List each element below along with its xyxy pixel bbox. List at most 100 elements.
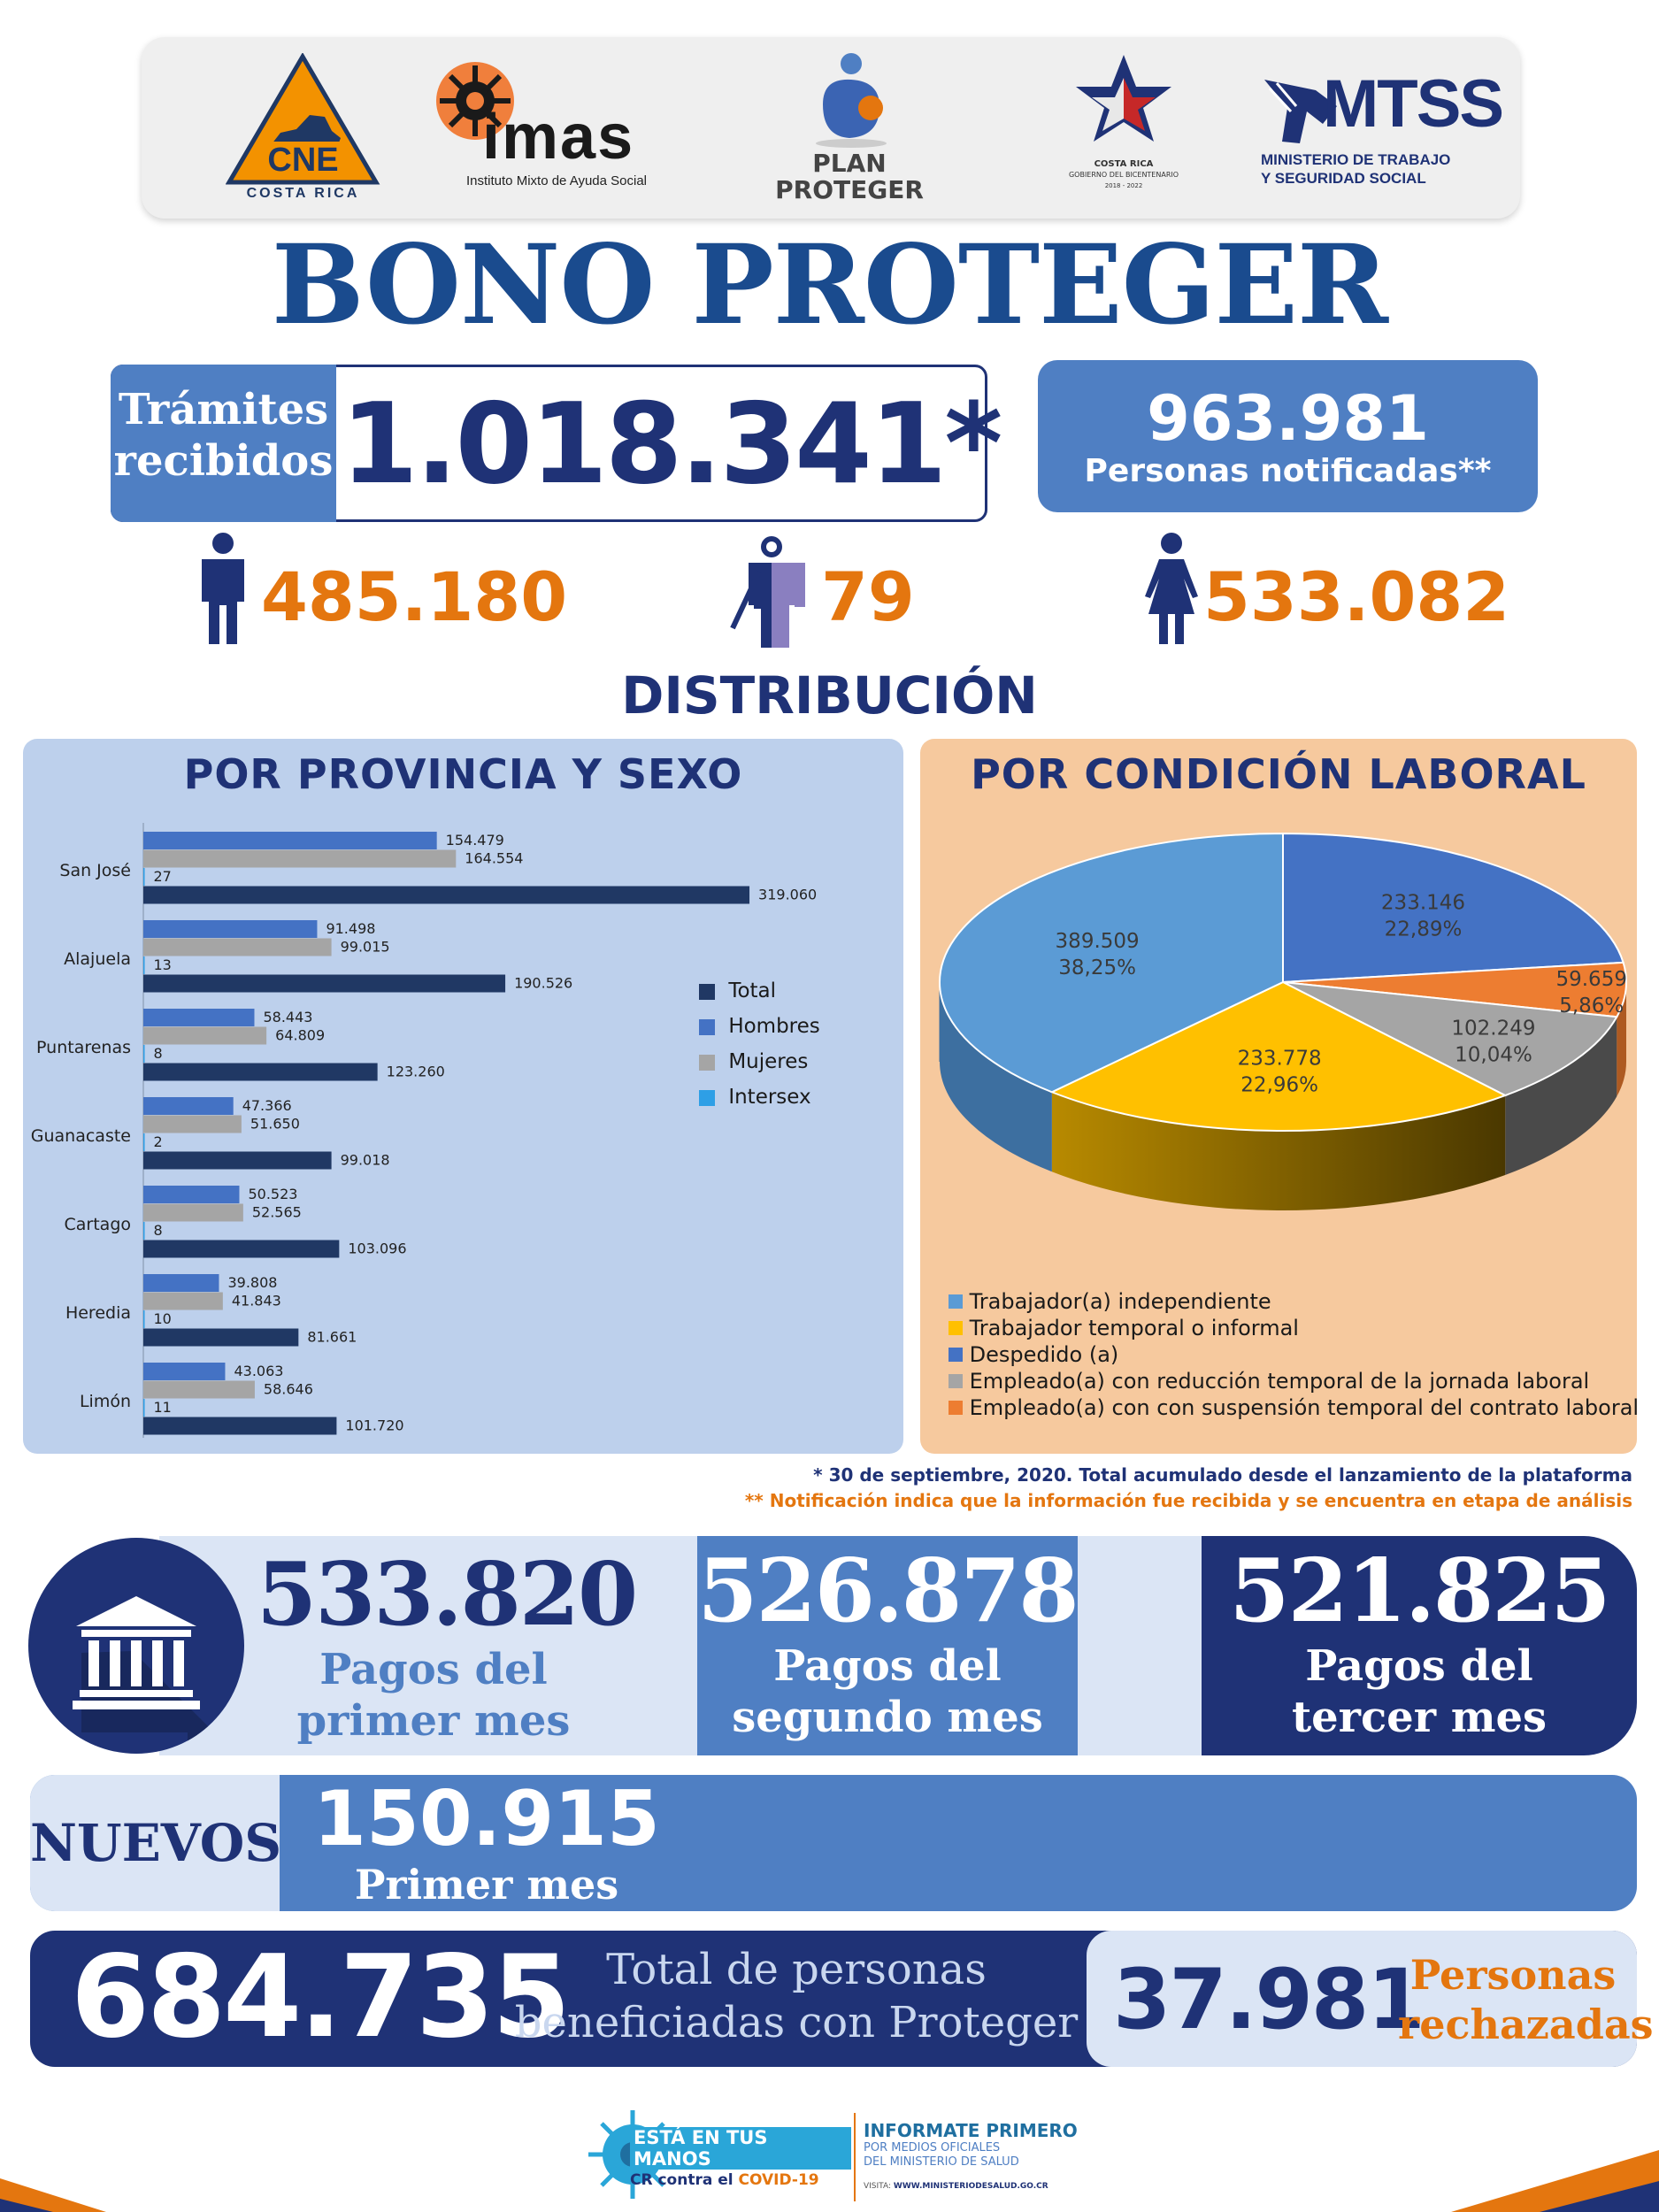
pie-legend-item-despedido: Despedido (a) bbox=[949, 1341, 1630, 1368]
gobierno-line3: 2018 - 2022 bbox=[1104, 182, 1143, 189]
pie-legend-label-reduccion: Empleado(a) con reducción temporal de la… bbox=[969, 1369, 1590, 1394]
campaign-line2b: COVID-19 bbox=[738, 2171, 819, 2189]
legend-swatch-mujeres bbox=[699, 1054, 715, 1071]
pie-slice bbox=[1049, 980, 1508, 1132]
pagos-segundo-line1: Pagos del bbox=[773, 1641, 1002, 1691]
mtss-caption-line2: Y SEGURIDAD SOCIAL bbox=[1261, 170, 1426, 187]
bar-value-label: 103.096 bbox=[348, 1240, 406, 1257]
pie-legend: Trabajador(a) independiente Trabajador t… bbox=[949, 1288, 1639, 1421]
legend-swatch-hombres bbox=[699, 1018, 715, 1035]
pie-slice bbox=[1282, 832, 1624, 984]
bar-value-label: 10 bbox=[154, 1310, 172, 1327]
rechazadas-label: Personas rechazadas bbox=[1398, 1950, 1654, 2049]
bar-mujeres bbox=[143, 1380, 255, 1399]
bar-value-label: 190.526 bbox=[514, 975, 572, 992]
notificadas-value: 963.981 bbox=[1147, 382, 1429, 455]
bar-value-label: 58.443 bbox=[263, 1009, 312, 1025]
pagos-tercer-line1: Pagos del bbox=[1305, 1641, 1533, 1691]
pagos-tercer-value: 521.825 bbox=[1229, 1540, 1610, 1642]
bar-total bbox=[143, 974, 506, 993]
condicion-pie-chart: 233.146 22,89% 59.659 5,86% 102.249 10,04% 233… bbox=[939, 832, 1627, 1210]
pagos-segundo: 526.878 Pagos del segundo mes bbox=[697, 1536, 1079, 1755]
bar-value-label: 154.479 bbox=[446, 832, 504, 849]
bar-value-label: 52.565 bbox=[252, 1204, 302, 1221]
pie-legend-swatch-suspension bbox=[949, 1401, 963, 1415]
mtss-caption-line1: MINISTERIO DE TRABAJO bbox=[1261, 151, 1451, 168]
bar-hombres bbox=[143, 832, 437, 849]
legend-label-mujeres: Mujeres bbox=[728, 1050, 809, 1073]
bank-icon-circle bbox=[28, 1538, 244, 1754]
category-label: Limón bbox=[80, 1392, 131, 1411]
bar-intersex bbox=[143, 868, 145, 886]
rechazadas-box bbox=[1087, 1931, 1637, 2067]
distribucion-title: DISTRIBUCIÓN bbox=[621, 665, 1038, 726]
pie-legend-label-suspension: Empleado(a) con con suspensión temporal … bbox=[969, 1395, 1640, 1420]
rechazadas-value: 37.981 bbox=[1113, 1952, 1425, 2048]
bar-hombres bbox=[143, 1009, 255, 1026]
tramites-value: 1.018.341* bbox=[341, 379, 1002, 509]
bar-hombres bbox=[143, 1274, 219, 1292]
pie-side-wall bbox=[1051, 1092, 1506, 1210]
bar-intersex bbox=[143, 1310, 145, 1328]
tramites-label-line1: Trámites bbox=[118, 385, 329, 434]
bar-total bbox=[143, 1417, 337, 1435]
pie-value-label: 59.659 bbox=[1555, 968, 1626, 991]
legend-label-intersex: Intersex bbox=[728, 1086, 811, 1109]
condicion-panel-title: POR CONDICIÓN LABORAL bbox=[971, 750, 1586, 798]
bar-total bbox=[143, 1063, 378, 1081]
pie-pct-label: 38,25% bbox=[1058, 956, 1136, 979]
legend-swatch-total bbox=[699, 983, 715, 1000]
footer-decoration bbox=[0, 2150, 1659, 2212]
legend-swatch-intersex bbox=[699, 1089, 715, 1106]
provincia-panel-title: POR PROVINCIA Y SEXO bbox=[183, 750, 743, 798]
pagos-segundo-value: 526.878 bbox=[697, 1540, 1079, 1642]
visit-url[interactable]: WWW.MINISTERIODESALUD.GO.CR bbox=[893, 2182, 1048, 2191]
bar-mujeres bbox=[143, 938, 332, 956]
visit-label: VISITA: bbox=[864, 2182, 892, 2191]
rechazadas-line2: rechazadas bbox=[1398, 2001, 1654, 2048]
intersex-icon bbox=[727, 536, 816, 651]
bank-icon bbox=[73, 1596, 244, 1754]
pagos-primer: 533.820 Pagos del primer mes bbox=[257, 1547, 638, 1747]
rechazadas-line1: Personas bbox=[1409, 1951, 1617, 1999]
bar-value-label: 51.650 bbox=[250, 1116, 300, 1133]
bar-intersex bbox=[143, 1045, 145, 1063]
bar-total bbox=[143, 1240, 340, 1258]
bar-value-label: 319.060 bbox=[758, 887, 817, 903]
mtss-logo-text: MTSS bbox=[1323, 66, 1504, 142]
nuevos-row bbox=[30, 1775, 1637, 1911]
total-beneficiadas-value: 684.735 bbox=[71, 1932, 571, 2063]
nuevos-value: 150.915 bbox=[313, 1775, 660, 1863]
campaign-line2: CR contra el COVID-19 bbox=[630, 2171, 851, 2189]
bar-value-label: 50.523 bbox=[248, 1186, 297, 1202]
bar-hombres bbox=[143, 1363, 226, 1380]
pie-value-label: 102.249 bbox=[1451, 1017, 1535, 1040]
gobierno-logo: COSTA RICA GOBIERNO DEL BICENTENARIO 201… bbox=[1057, 51, 1190, 206]
bar-intersex bbox=[143, 1399, 145, 1417]
bar-hombres bbox=[143, 1097, 234, 1115]
imas-logo-caption: Instituto Mixto de Ayuda Social bbox=[466, 173, 648, 188]
category-label: Cartago bbox=[65, 1215, 132, 1234]
legend-item-intersex: Intersex bbox=[699, 1079, 876, 1115]
cne-logo: CNE COSTA RICA bbox=[225, 52, 380, 204]
legend-item-hombres: Hombres bbox=[699, 1009, 876, 1044]
nuevos-stat: 150.915 Primer mes bbox=[292, 1777, 681, 1908]
nuevos-label: NUEVOS bbox=[30, 1813, 282, 1873]
bar-legend: Total Hombres Mujeres Intersex bbox=[699, 973, 876, 1115]
imas-logo: imas Instituto Mixto de Ayuda Social bbox=[429, 55, 668, 196]
hombres-count: 485.180 bbox=[261, 557, 568, 636]
pie-pct-label: 10,04% bbox=[1455, 1043, 1532, 1066]
plan-proteger-line2: PROTEGER bbox=[775, 175, 924, 204]
woman-icon bbox=[1140, 533, 1203, 648]
plan-proteger-logo: PLAN PROTEGER bbox=[761, 51, 938, 206]
bar-value-label: 43.063 bbox=[234, 1363, 283, 1379]
bar-value-label: 8 bbox=[154, 1045, 163, 1062]
pie-value-label: 233.778 bbox=[1238, 1047, 1322, 1070]
bar-value-label: 8 bbox=[154, 1222, 163, 1239]
tramites-label-box: Trámites recibidos bbox=[111, 365, 336, 522]
footer: ESTÁ EN TUS MANOS CR contra el COVID-19 … bbox=[0, 2097, 1659, 2212]
mujeres-count: 533.082 bbox=[1203, 557, 1510, 636]
pie-legend-swatch-reduccion bbox=[949, 1374, 963, 1388]
pie-side-wall bbox=[940, 982, 1052, 1172]
